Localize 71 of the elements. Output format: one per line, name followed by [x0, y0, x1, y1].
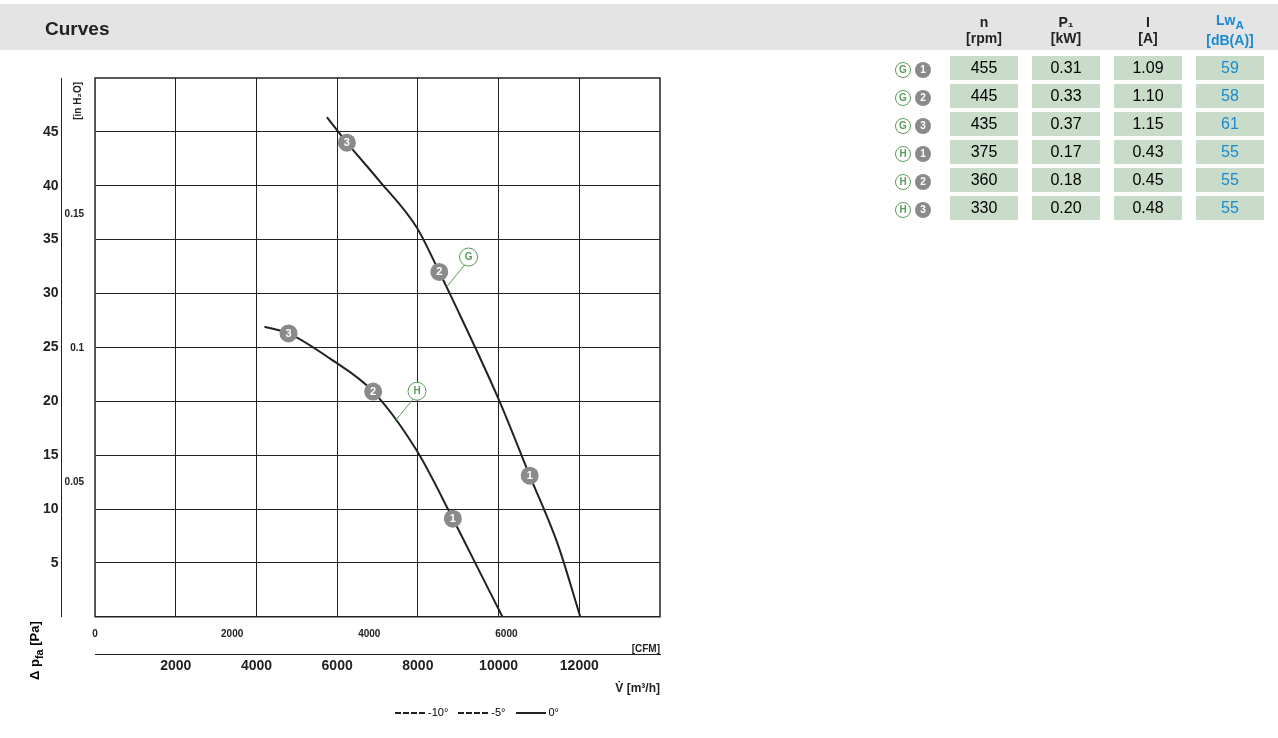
data-label: 0.31: [1032, 56, 1100, 80]
category-label: P₁ [kW]: [1049, 13, 1083, 48]
data-label: 0.45: [1114, 168, 1182, 192]
data-label: 0.17: [1032, 140, 1100, 164]
x-tick-label: 6000: [321, 657, 353, 674]
x2-tick-label: 0: [92, 627, 99, 639]
text: H 2: [899, 175, 926, 187]
annotation: 3: [285, 326, 292, 339]
data-label: 1.09: [1114, 56, 1182, 80]
category-label: Lw$_{A}$ [dB(A)]: [1205, 10, 1255, 51]
text: 0°: [547, 706, 560, 718]
data-label: 455: [950, 56, 1018, 80]
data-label: 1.15: [1114, 112, 1182, 136]
data-label: 1.10: [1114, 84, 1182, 108]
text: -10°: [427, 706, 449, 718]
x2-tick-label: 6000: [495, 627, 518, 639]
annotation: 1: [449, 512, 456, 525]
category-label: n [rpm]: [965, 13, 1003, 48]
y2-tick-label: 0.05: [64, 476, 85, 488]
x2-axis-title: [CFM]: [631, 642, 660, 654]
series-label: G: [464, 251, 473, 263]
chart-title: Curves: [45, 17, 110, 39]
y2-axis-title: [in H₂O]: [72, 82, 84, 120]
text: G 1: [899, 63, 926, 75]
x-tick-label: 4000: [240, 657, 273, 674]
text: G 2: [899, 91, 926, 103]
y-tick-label: 15: [42, 446, 59, 463]
y2-tick-label: 0.1: [70, 342, 85, 354]
data-label: 55: [1196, 196, 1264, 220]
x-tick-label: 12000: [559, 657, 599, 674]
data-label: 59: [1196, 56, 1264, 80]
data-label: 55: [1196, 140, 1264, 164]
data-label: 360: [950, 168, 1018, 192]
y-tick-label: 25: [42, 338, 59, 355]
x2-tick-label: 2000: [221, 627, 244, 639]
y-tick-label: 45: [42, 122, 59, 139]
data-label: 0.18: [1032, 168, 1100, 192]
data-label: 435: [950, 112, 1018, 136]
annotation: 2: [436, 265, 443, 278]
annotation: 3: [343, 136, 350, 149]
data-label: 55: [1196, 168, 1264, 192]
data-label: 0.33: [1032, 84, 1100, 108]
x2-tick-label: 4000: [358, 627, 381, 639]
annotation: 1: [526, 469, 533, 482]
data-label: 445: [950, 84, 1018, 108]
data-label: 0.37: [1032, 112, 1100, 136]
annotation: 2: [370, 385, 377, 398]
category-label: I [A]: [1137, 13, 1159, 48]
x-tick-label: 10000: [479, 657, 519, 674]
y-tick-label: 40: [42, 176, 59, 193]
data-label: 330: [950, 196, 1018, 220]
data-label: 0.43: [1114, 140, 1182, 164]
y-tick-label: 10: [42, 499, 59, 516]
text: H: [413, 385, 421, 397]
y2-tick-label: 0.15: [64, 207, 85, 219]
text: H 3: [899, 203, 926, 215]
y-tick-label: 35: [42, 230, 59, 247]
data-label: 61: [1196, 112, 1264, 136]
x-tick-label: 8000: [402, 657, 434, 674]
text: -5°: [490, 706, 506, 718]
data-label: 375: [950, 140, 1018, 164]
text: G 3: [899, 119, 926, 131]
data-label: 58: [1196, 84, 1264, 108]
y-tick-label: 5: [50, 553, 59, 570]
y-tick-label: 30: [42, 284, 59, 301]
x-axis-title: V̇ [m³/h]: [615, 680, 660, 696]
data-label: 0.20: [1032, 196, 1100, 220]
y-tick-label: 20: [42, 392, 59, 409]
text: H 1: [899, 147, 926, 159]
data-label: 0.48: [1114, 196, 1182, 220]
x-tick-label: 2000: [160, 657, 192, 674]
